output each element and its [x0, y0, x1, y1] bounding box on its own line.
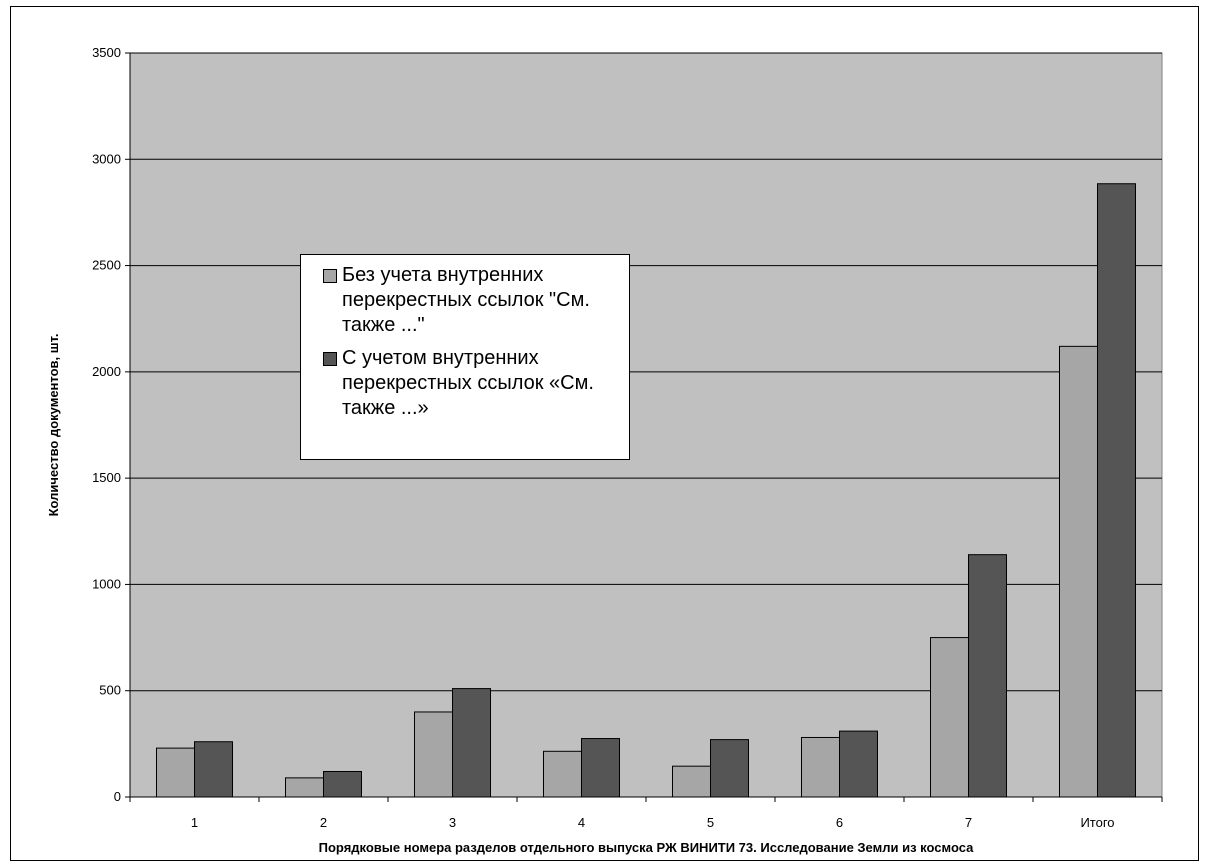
- bar-series-2-category-4: [581, 738, 620, 798]
- bar-series-1-category-3: [414, 711, 453, 798]
- legend-swatch-series-2: [323, 352, 337, 366]
- legend-entry-series-2: С учетом внутренних перекрестных ссылок …: [323, 346, 619, 421]
- legend-entry-series-1: Без учета внутренних перекрестных ссылок…: [323, 263, 619, 338]
- y-tick-label: 1000: [92, 576, 121, 591]
- bar-series-2-category-1: [194, 741, 233, 798]
- bar-series-1-category-7: [930, 637, 969, 798]
- x-tick-label: 4: [578, 815, 585, 830]
- y-tick-label: 3500: [92, 45, 121, 60]
- bar-series-1-category-8: [1059, 345, 1098, 798]
- x-axis-title: Порядковые номера разделов отдельного вы…: [319, 840, 974, 855]
- bar-series-1-category-4: [543, 750, 582, 798]
- y-tick-labels: 0 500 1000 1500 2000 2500 3000 3500: [92, 45, 121, 804]
- y-tick-label: 2500: [92, 258, 121, 273]
- bar-series-2-category-8: [1097, 183, 1136, 798]
- x-tick-label: 6: [836, 815, 843, 830]
- x-tick-label: Итого: [1080, 815, 1114, 830]
- y-tick-label: 500: [99, 683, 121, 698]
- x-tick-label: 2: [320, 815, 327, 830]
- bar-series-1-category-2: [285, 777, 324, 798]
- bar-series-1-category-5: [672, 765, 711, 798]
- bar-series-2-category-6: [839, 730, 878, 798]
- bar-series-2-category-5: [710, 739, 749, 798]
- x-tick-label: 1: [191, 815, 198, 830]
- legend-label-series-1: Без учета внутренних перекрестных ссылок…: [342, 264, 590, 336]
- x-tick-label: 3: [449, 815, 456, 830]
- bar-series-1-category-1: [156, 747, 195, 798]
- x-tick-label: 5: [707, 815, 714, 830]
- y-tick-label: 0: [114, 789, 121, 804]
- legend: Без учета внутренних перекрестных ссылок…: [300, 254, 630, 460]
- axes: [125, 52, 1163, 802]
- x-tick-label: 7: [965, 815, 972, 830]
- y-axis-title: Количество документов, шт.: [46, 334, 61, 517]
- y-tick-label: 1500: [92, 470, 121, 485]
- legend-swatch-series-1: [323, 269, 337, 283]
- y-tick-label: 2000: [92, 364, 121, 379]
- y-tick-label: 3000: [92, 151, 121, 166]
- plot-area: [129, 52, 1163, 798]
- bar-series-1-category-6: [801, 736, 840, 798]
- x-tick-labels: 1 2 3 4 5 6 7 Итого: [191, 815, 1115, 830]
- bar-series-2-category-2: [323, 770, 362, 798]
- legend-label-series-2: С учетом внутренних перекрестных ссылок …: [342, 347, 594, 419]
- bar-series-2-category-7: [968, 554, 1007, 798]
- bar-series-2-category-3: [452, 688, 491, 798]
